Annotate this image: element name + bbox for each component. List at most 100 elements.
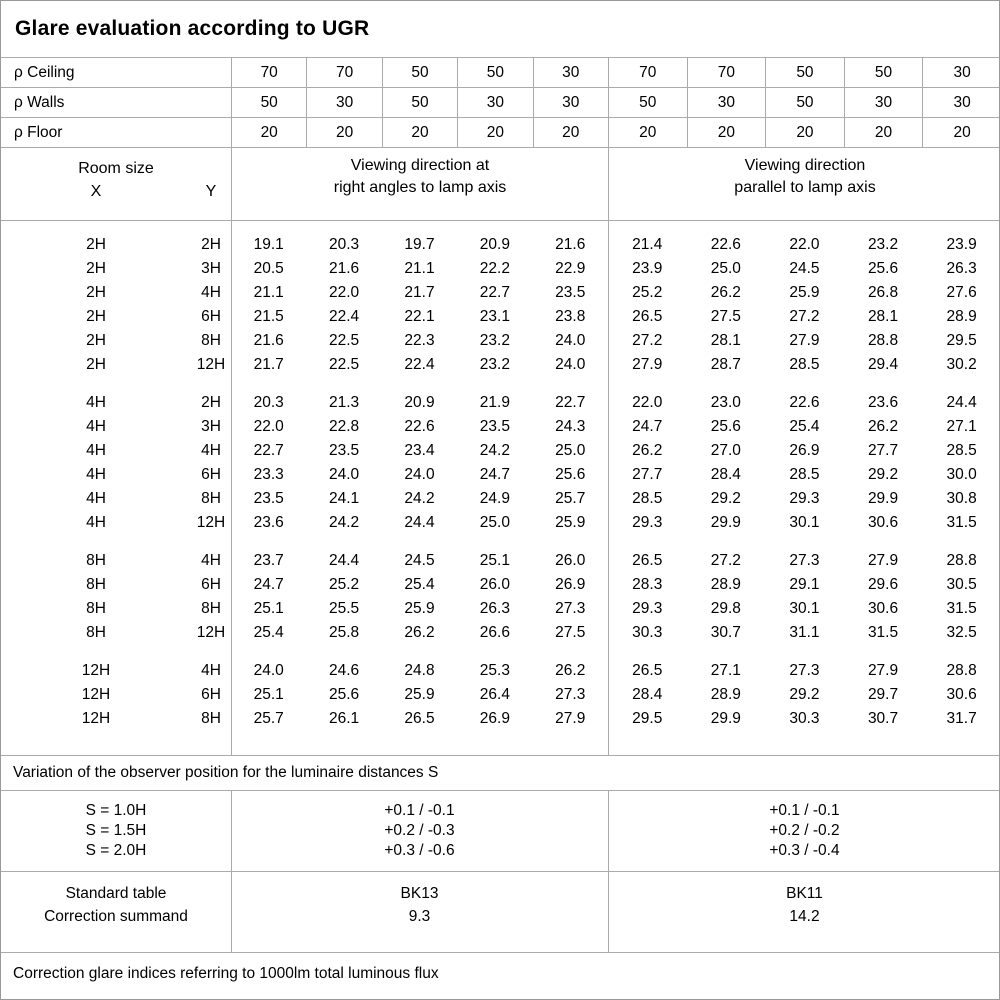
table-cell: 24.4 <box>404 514 435 531</box>
table-cell: 25.1 <box>253 686 284 703</box>
table-cell: 30 <box>532 58 608 87</box>
table-cell: 8H <box>201 600 221 617</box>
table-cell: 31.5 <box>867 624 899 641</box>
table-cell: 29.8 <box>710 600 741 617</box>
table-cell: 26.5 <box>632 308 663 325</box>
table-cell: 27.9 <box>867 662 899 679</box>
table-cell: 31.5 <box>946 600 977 617</box>
table-cell: 27.7 <box>632 466 663 483</box>
table-cell: 50 <box>765 88 844 117</box>
table-cell: 4H <box>201 552 221 569</box>
table-row: 8H 6H 24.7 25.2 25.4 26.0 26.9 28.3 28.9 29.1 29.6… <box>1 573 999 597</box>
table-cell: 22.0 <box>632 394 663 411</box>
table-cell: 23.3 <box>253 466 284 483</box>
table-cell: 25.1 <box>479 552 510 569</box>
table-cell: 50 <box>765 58 844 87</box>
xy-labels: X Y <box>1 180 231 203</box>
table-cell: 24.4 <box>329 552 360 569</box>
table-cell: 29.7 <box>867 686 899 703</box>
table-cell: 30.5 <box>946 576 977 593</box>
variation-note: Variation of the observer position for t… <box>1 756 999 791</box>
parallel-header: Viewing direction parallel to lamp axis <box>608 148 999 220</box>
table-cell: 25.9 <box>404 686 435 703</box>
table-cell: 4H <box>201 662 221 679</box>
table-cell: BK13 <box>400 885 439 902</box>
table-cell: 22.4 <box>404 356 435 373</box>
table-cell: 29.5 <box>632 710 663 727</box>
table-cell: BK11 <box>786 885 823 902</box>
table-cell: 30 <box>922 88 999 117</box>
table-cell: 26.3 <box>479 600 510 617</box>
table-cell: S = 1.0H <box>85 802 147 819</box>
table-cell: 4H <box>86 466 106 483</box>
table-cell: 27.2 <box>789 308 820 325</box>
table-cell: 27.5 <box>710 308 741 325</box>
column-divider <box>608 221 609 755</box>
table-cell: 22.6 <box>404 418 435 435</box>
table-cell: 24.0 <box>555 356 586 373</box>
table-cell: 27.9 <box>555 710 586 727</box>
table-cell: 22.9 <box>555 260 586 277</box>
table-cell: 25.6 <box>329 686 360 703</box>
table-cell: 23.7 <box>253 552 284 569</box>
footer-note-text: Correction glare indices referring to 10… <box>13 965 439 982</box>
table-cell: +0.1 / -0.1 <box>384 802 455 819</box>
table-cell: 21.6 <box>555 236 586 253</box>
table-cell: 20.9 <box>404 394 435 411</box>
table-cell: 31.1 <box>789 624 820 641</box>
table-cell: 30 <box>457 88 532 117</box>
table-cell: 12H <box>81 710 111 727</box>
room-size-label: Room size <box>78 160 154 177</box>
title-bar: Glare evaluation according to UGR <box>1 1 999 58</box>
table-cell: 2H <box>86 308 106 325</box>
table-cell: 20 <box>922 118 999 147</box>
table-cell: 28.1 <box>867 308 899 325</box>
table-cell: 12H <box>196 514 226 531</box>
table-cell: 2H <box>86 260 106 277</box>
table-cell: 70 <box>231 58 306 87</box>
table-cell: 8H <box>86 576 106 593</box>
table-cell: 50 <box>457 58 532 87</box>
table-cell: 20 <box>381 118 457 147</box>
reflectance-table: ρ Ceiling 70 70 50 50 30 70 70 50 50 30 ρ Walls 50 30… <box>1 58 999 148</box>
table-cell: 25.2 <box>632 284 663 301</box>
table-cell: 27.9 <box>632 356 663 373</box>
table-cell: 26.2 <box>555 662 586 679</box>
table-cell: 6H <box>201 466 221 483</box>
table-cell: 20 <box>306 118 381 147</box>
table-cell: 29.9 <box>710 710 741 727</box>
table-cell: 27.9 <box>867 552 899 569</box>
table-cell: 25.4 <box>253 624 284 641</box>
table-cell: 12H <box>196 356 226 373</box>
table-cell: 23.5 <box>479 418 510 435</box>
table-cell: 23.5 <box>555 284 586 301</box>
table-cell: 30 <box>922 58 999 87</box>
column-divider <box>231 221 232 755</box>
summary-table: Standard table BK13 BK11 Correction summand… <box>1 872 999 953</box>
table-cell: 23.9 <box>632 260 663 277</box>
table-row: S = 1.0H +0.1 / -0.1 +0.1 / -0.1 <box>1 801 999 821</box>
table-cell: 21.3 <box>329 394 360 411</box>
table-cell: 22.0 <box>253 418 284 435</box>
table-cell: 26.5 <box>632 552 663 569</box>
table-cell: 28.5 <box>789 466 820 483</box>
table-row: 12H 8H 25.7 26.1 26.5 26.9 27.9 29.5 29.9 30.3 30.… <box>1 707 999 731</box>
table-cell: 70 <box>607 58 687 87</box>
table-cell: 29.3 <box>789 490 820 507</box>
table-cell: 12H <box>196 624 226 641</box>
table-cell: 28.5 <box>632 490 663 507</box>
table-cell: 25.4 <box>789 418 820 435</box>
table-cell: 25.9 <box>404 600 435 617</box>
table-cell: 21.4 <box>632 236 663 253</box>
table-row: 8H 12H 25.4 25.8 26.2 26.6 27.5 30.3 30.7 31.1 31.… <box>1 621 999 645</box>
table-row: 4H 3H 22.0 22.8 22.6 23.5 24.3 24.7 25.6 25.4 26.2… <box>1 415 999 439</box>
table-cell: 26.6 <box>479 624 510 641</box>
table-cell: 29.9 <box>710 514 741 531</box>
table-cell: 25.6 <box>555 466 586 483</box>
parallel-header-line2: parallel to lamp axis <box>734 179 876 196</box>
table-cell: 27.3 <box>555 600 586 617</box>
ugr-group-12h: 12H 4H 24.0 24.6 24.8 25.3 26.2 26.5 27.1 27.3 27.… <box>1 659 999 731</box>
table-cell: 4H <box>86 418 106 435</box>
table-row: Correction summand 9.3 14.2 <box>1 905 999 928</box>
